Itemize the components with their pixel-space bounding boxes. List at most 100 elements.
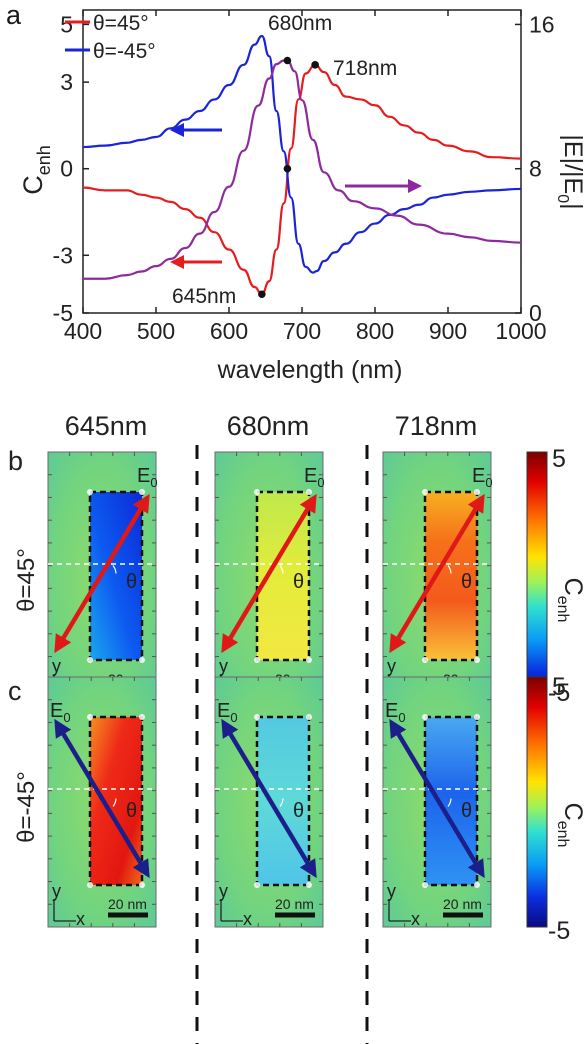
e0-label: E0	[217, 700, 238, 725]
x-tick-label: 600	[210, 318, 248, 344]
corner-hotspot	[139, 882, 145, 888]
y-right-label: |E|/|E0|	[554, 134, 586, 209]
theta-arc	[447, 565, 452, 574]
corner-hotspot	[422, 714, 428, 720]
column-header-645: 645nm	[65, 411, 148, 441]
y-axis-indicator-label: y	[387, 656, 396, 676]
legend: θ=45° θ=-45°	[65, 12, 156, 63]
field-maps-figure: b c 645nm 680nm 718nm θ=45° θ=-45° θE0yx…	[8, 411, 586, 1044]
svg-text:Cenh: Cenh	[18, 145, 54, 195]
y-left-tick-label: -3	[53, 242, 73, 268]
annotation-arrowhead-0	[170, 123, 184, 137]
y-left-tick-label: 5	[60, 11, 73, 37]
colorbar-c-min: -5	[548, 917, 570, 945]
corner-hotspot	[139, 489, 145, 495]
corner-hotspot	[87, 882, 93, 888]
corner-hotspot	[306, 714, 312, 720]
y-axis-indicator-label: y	[52, 881, 61, 901]
colorbar-c: 5 -5 Cenh	[526, 673, 586, 945]
theta-arc	[279, 798, 284, 807]
x-tick-label: 700	[283, 318, 321, 344]
corner-hotspot	[306, 489, 312, 495]
theta-arc	[279, 565, 284, 574]
panel-a-chart: 400 500 600 700 800 900 1000 5 3 0 -3 -5 16 8 0 θ=45° …	[18, 9, 586, 384]
series-line-0	[82, 63, 522, 296]
corner-hotspot	[474, 714, 480, 720]
corner-hotspot	[139, 714, 145, 720]
y-left-label: Cenh	[18, 145, 54, 195]
corner-hotspot	[139, 657, 145, 663]
colorbar-b-max: 5	[552, 445, 566, 473]
x-tick-label: 1000	[495, 318, 546, 344]
corner-hotspot	[87, 489, 93, 495]
y-axis-indicator-label: y	[52, 656, 61, 676]
polarization-arrow	[389, 718, 485, 879]
e0-label: E0	[304, 465, 325, 490]
marker-label-645: 645nm	[172, 285, 236, 308]
row-label-c: θ=-45°	[13, 771, 40, 843]
polarization-arrow	[221, 718, 317, 879]
corner-hotspot	[254, 882, 260, 888]
corner-hotspot	[87, 657, 93, 663]
y-axis-indicator-label: y	[387, 881, 396, 901]
column-header-680: 680nm	[227, 411, 310, 441]
polarization-arrow	[221, 493, 317, 654]
e0-label: E0	[385, 700, 406, 725]
theta-label: θ	[461, 800, 472, 822]
colorbar-b-min: -5	[548, 679, 570, 707]
marker-label-680: 680nm	[268, 12, 332, 35]
y-right-tick-label: 8	[529, 156, 542, 182]
marker-label-718: 718nm	[333, 57, 397, 80]
svg-text:Cenh: Cenh	[554, 803, 586, 848]
corner-hotspot	[254, 489, 260, 495]
y-axis-indicator-label: y	[219, 881, 228, 901]
e0-label: E0	[50, 700, 71, 725]
corner-hotspot	[474, 489, 480, 495]
svg-text:Cenh: Cenh	[554, 578, 586, 623]
theta-arc	[112, 565, 117, 574]
svg-text:|E|/|E0|: |E|/|E0|	[554, 134, 586, 209]
corner-hotspot	[306, 657, 312, 663]
y-left-tick-label: -5	[53, 300, 73, 326]
corner-hotspot	[254, 714, 260, 720]
data-marker-3	[311, 61, 319, 69]
theta-arc	[112, 798, 117, 807]
corner-hotspot	[422, 657, 428, 663]
panel-a-label: a	[6, 0, 22, 30]
scale-bar-label: 20 nm	[108, 896, 147, 912]
theta-label: θ	[126, 571, 137, 593]
corner-hotspot	[306, 882, 312, 888]
x-axis-indicator-label: x	[411, 909, 420, 929]
data-marker-2	[283, 56, 292, 65]
panel-c-label: c	[8, 676, 22, 706]
panel-b-label: b	[8, 446, 23, 476]
theta-label: θ	[461, 571, 472, 593]
field-map-c-2: θ E0 yx 20 nm	[382, 676, 492, 929]
e0-label: E0	[137, 465, 158, 490]
x-tick-label: 900	[429, 318, 467, 344]
corner-hotspot	[422, 882, 428, 888]
field-map-c-1: θ E0 yx 20 nm	[214, 676, 324, 929]
x-axis-indicator-label: x	[243, 909, 252, 929]
theta-label: θ	[126, 800, 137, 822]
row-label-b: θ=45°	[13, 548, 40, 612]
corner-hotspot	[254, 657, 260, 663]
x-axis-indicator-label: x	[76, 909, 85, 929]
x-tick-label: 400	[64, 318, 102, 344]
data-marker-1	[283, 164, 292, 173]
annotation-arrowhead-2	[408, 179, 422, 193]
corner-hotspot	[422, 489, 428, 495]
e0-label: E0	[472, 465, 493, 490]
polarization-arrow	[54, 493, 150, 654]
y-right-tick-label: 16	[529, 11, 555, 37]
y-right-tick-label: 0	[529, 300, 542, 326]
theta-label: θ	[293, 571, 304, 593]
y-left-tick-label: 3	[60, 69, 73, 95]
series-line-1	[82, 34, 522, 274]
scale-bar-label: 20 nm	[275, 896, 314, 912]
data-marker-0	[258, 290, 266, 299]
scale-bar-label: 20 nm	[443, 896, 482, 912]
polarization-arrow	[54, 718, 150, 879]
